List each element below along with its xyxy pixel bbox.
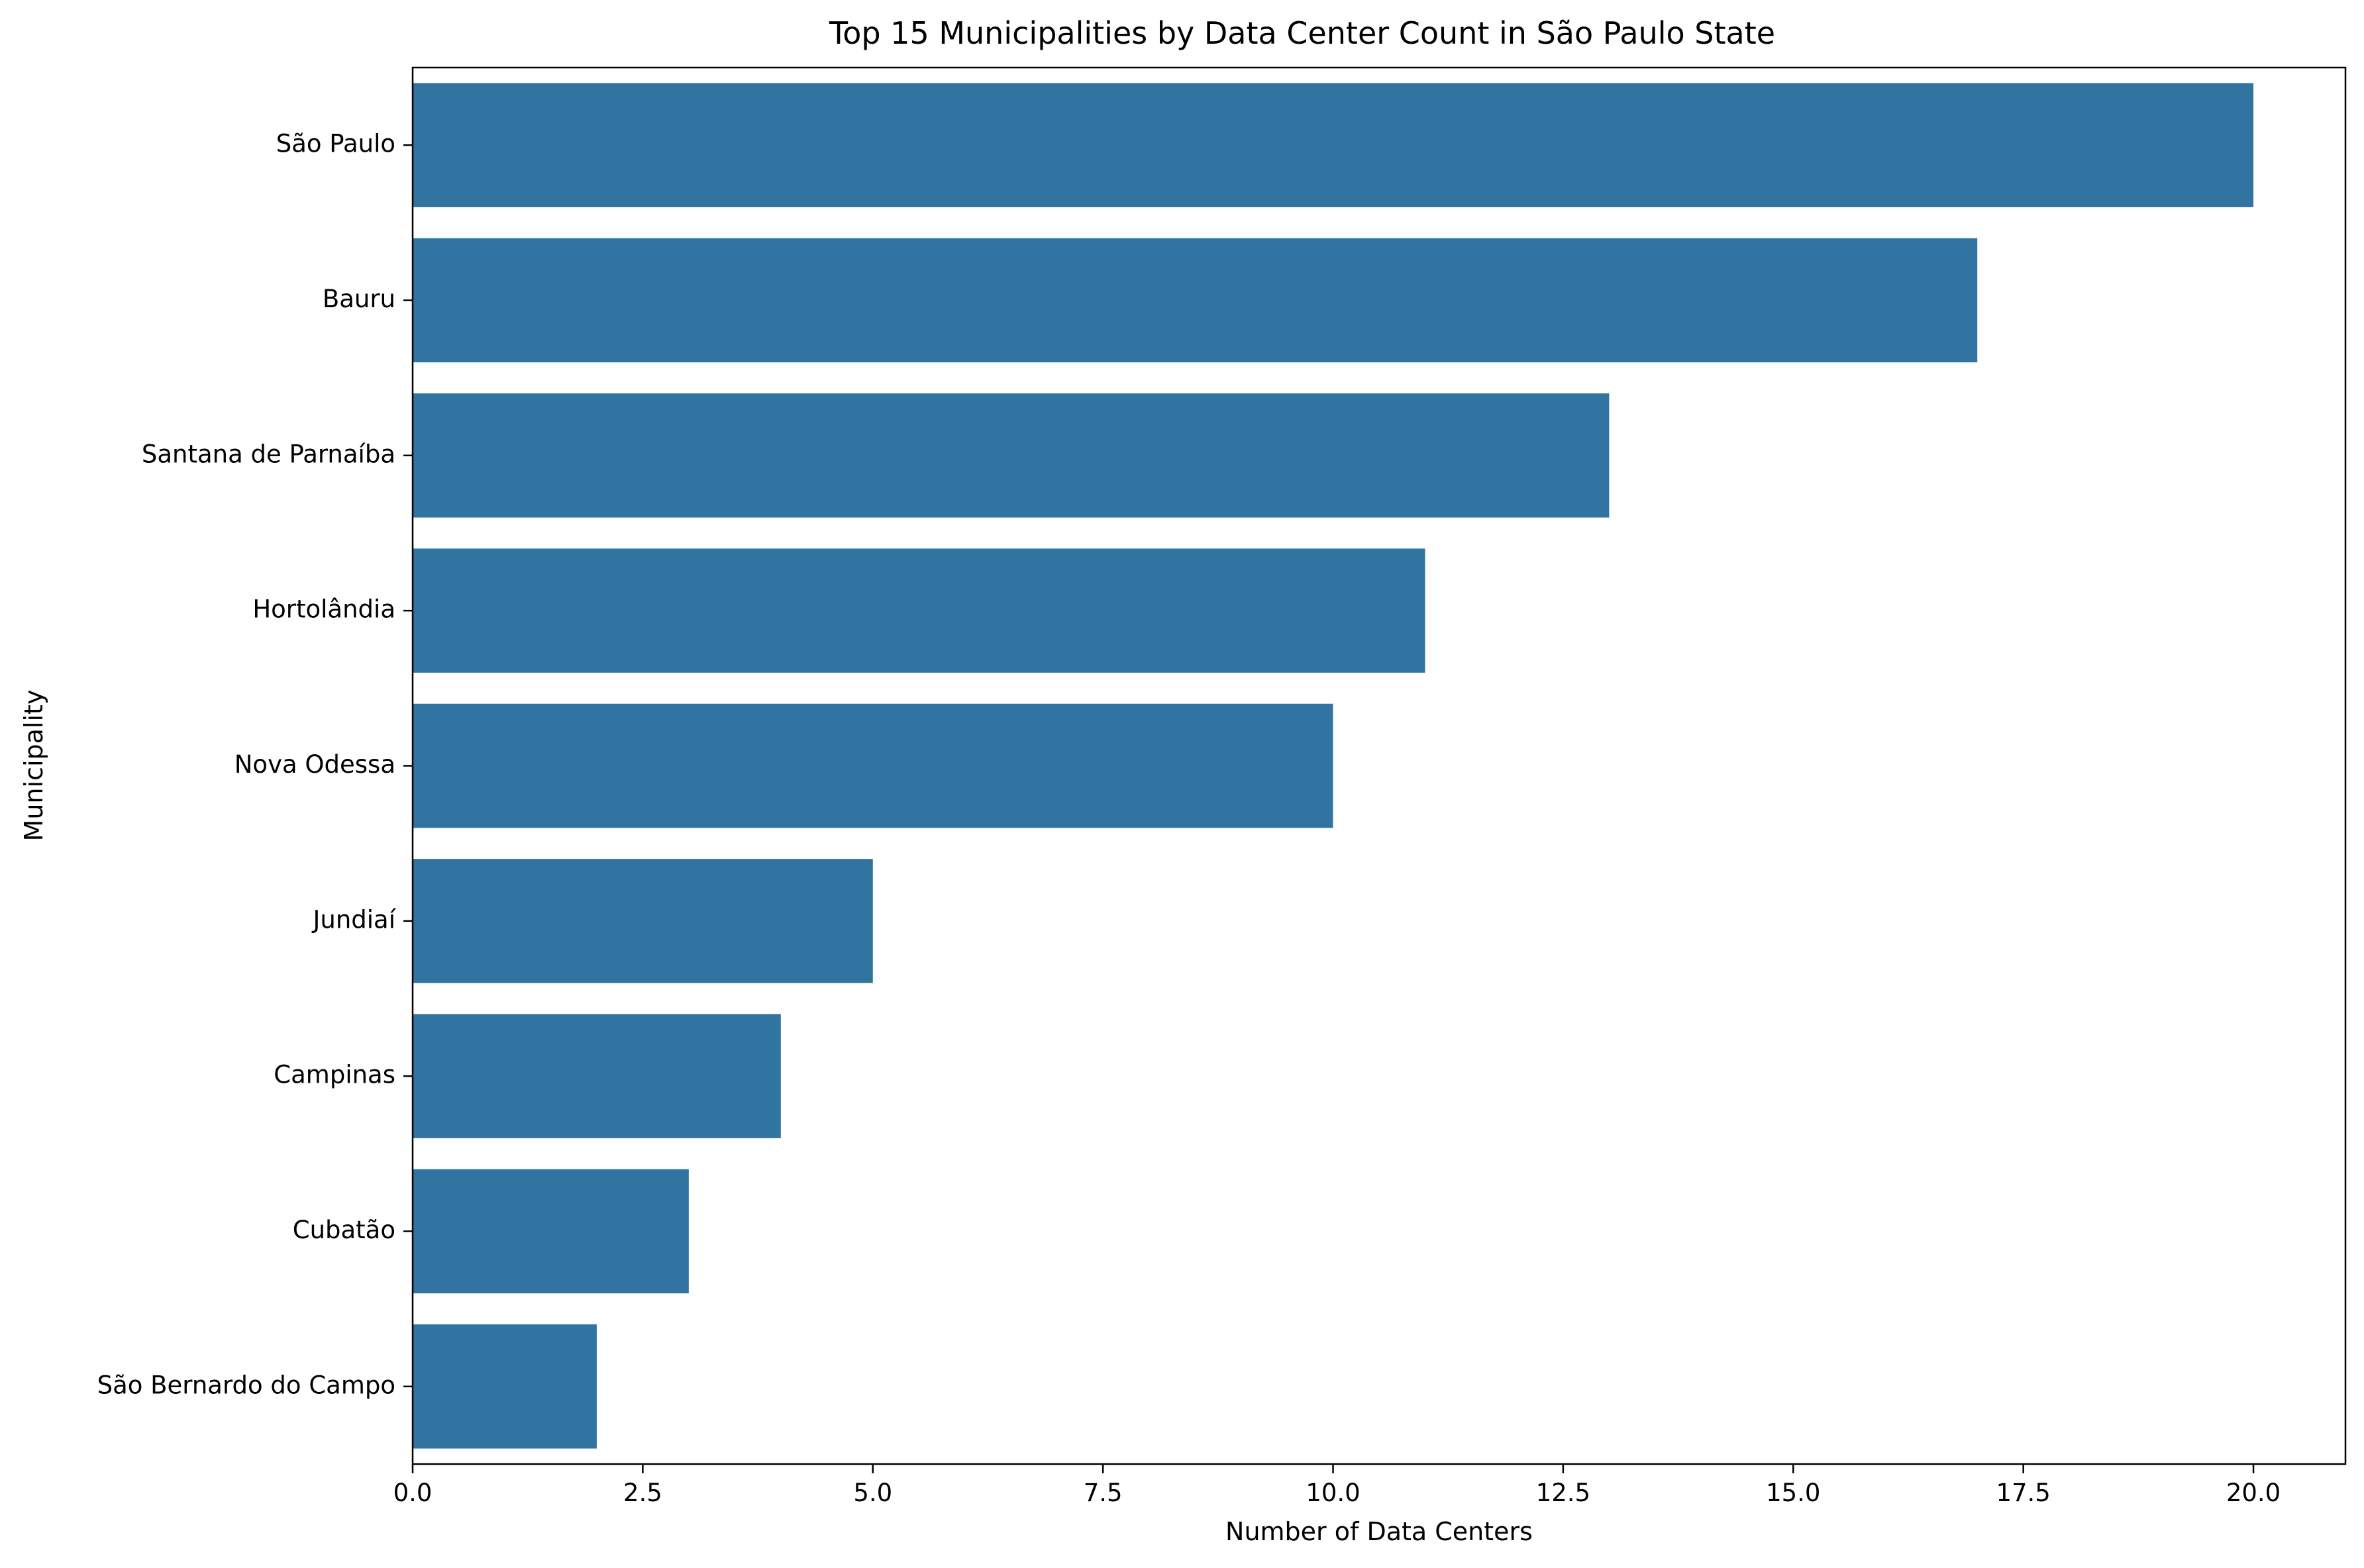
- bar: [413, 548, 1425, 673]
- x-tick-label: 7.5: [1084, 1479, 1123, 1507]
- bar: [413, 1324, 597, 1449]
- bars-group: [413, 83, 2254, 1449]
- x-tick-label: 5.0: [853, 1479, 892, 1507]
- chart-title: Top 15 Municipalities by Data Center Cou…: [829, 15, 1775, 51]
- x-tick-label: 12.5: [1536, 1479, 1590, 1507]
- x-tick-label: 15.0: [1766, 1479, 1820, 1507]
- x-axis: 0.0 2.5 5.0 7.5 10.0 12.5 15.0 17.5 20.0: [393, 1464, 2281, 1507]
- bar: [413, 83, 2254, 207]
- y-axis: São Paulo Bauru Santana de Parnaíba Hortolâ…: [97, 130, 413, 1399]
- bar: [413, 1014, 781, 1138]
- x-tick-label: 0.0: [393, 1479, 433, 1507]
- plot-frame: [411, 66, 2347, 1465]
- y-tick-label: Bauru: [323, 285, 395, 313]
- y-tick-label: Nova Odessa: [234, 750, 395, 779]
- bar: [413, 393, 1610, 518]
- bar: [413, 859, 873, 983]
- bar: [413, 1169, 689, 1294]
- y-tick-label: São Bernardo do Campo: [97, 1371, 395, 1399]
- x-tick-label: 20.0: [2226, 1479, 2281, 1507]
- y-tick-label: Jundiaí: [311, 905, 396, 934]
- y-axis-title: Municipality: [19, 690, 48, 842]
- y-tick-label: Campinas: [274, 1061, 395, 1089]
- x-tick-label: 17.5: [1996, 1479, 2050, 1507]
- x-axis-title: Number of Data Centers: [1225, 1517, 1533, 1546]
- x-tick-label: 2.5: [623, 1479, 662, 1507]
- y-tick-label: Cubatão: [293, 1216, 395, 1244]
- y-tick-label: São Paulo: [276, 130, 395, 158]
- y-tick-label: Hortolândia: [252, 595, 395, 624]
- bar: [413, 238, 1978, 363]
- bar: [413, 703, 1333, 828]
- y-tick-label: Santana de Parnaíba: [142, 440, 395, 468]
- x-tick-label: 10.0: [1306, 1479, 1360, 1507]
